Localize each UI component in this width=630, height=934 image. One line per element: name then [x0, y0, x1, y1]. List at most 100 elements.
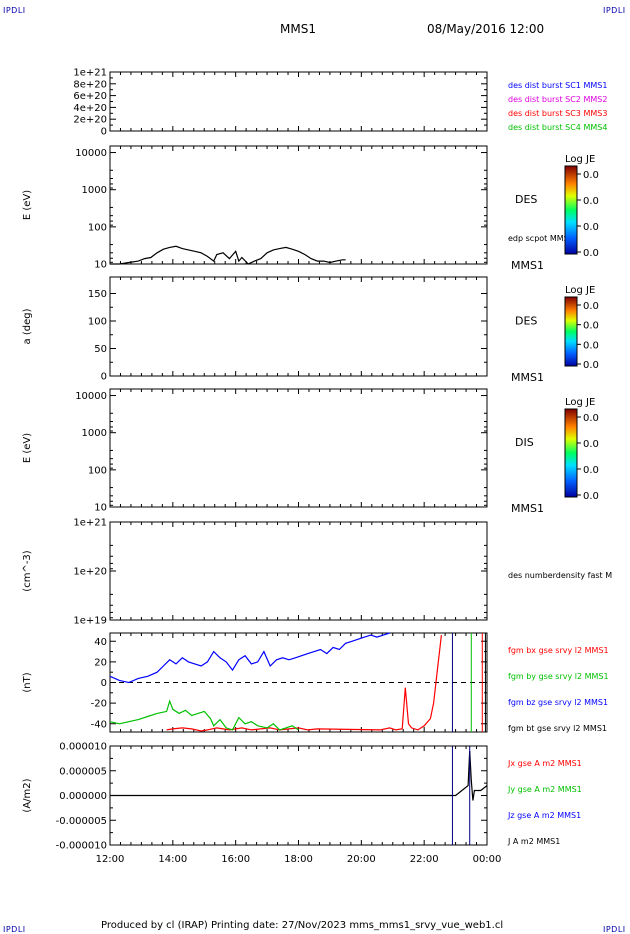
corner-label-top-left: IPDLI [3, 6, 26, 15]
panel-2-colorbar-label: 0.0 [583, 222, 599, 233]
panel-3-colorbar-label: 0.0 [583, 301, 599, 312]
panel-6-ytick-label: 20 [94, 657, 107, 668]
panel-6-ytick-label: -20 [91, 699, 107, 710]
panel-1-legend-3: des dist burst SC3 MMS3 [508, 109, 607, 118]
panel-3-colorbar-label: 0.0 [583, 340, 599, 351]
panel-5-frame [109, 521, 488, 621]
panel-1-ytick-label: 2e+20 [73, 115, 107, 126]
panel-4-ytick-label: 1000 [82, 428, 107, 439]
panel-3-frame [109, 276, 488, 377]
panel-6-series-1 [166, 635, 442, 732]
panel-6-ylabel: (nT) [22, 672, 33, 692]
panel-4-colorbar-label: 0.0 [583, 491, 599, 502]
panel-7-xtick-label: 12:00 [96, 854, 125, 865]
panel-3-ytick-label: 0 [101, 372, 107, 383]
panel-7-legend-4: J A m2 MMS1 [507, 837, 560, 846]
panel-6-ytick-label: -40 [91, 719, 107, 730]
panel-1-legend-4: des dist burst SC4 MMS4 [508, 123, 607, 132]
panel-6-series-3 [109, 632, 390, 684]
panel-1-ytick-label: 1e+21 [73, 68, 107, 79]
panel-4-frame [109, 388, 488, 508]
panel-3-ylabel: a (deg) [22, 308, 33, 344]
panel-3-colorbar-label: 0.0 [583, 321, 599, 332]
panel-3-ytick-label: 100 [88, 317, 107, 328]
panel-7-xtick-label: 14:00 [158, 854, 187, 865]
panel-2-ytick-label: 10000 [75, 148, 107, 159]
panel-2-instrument-label: DES [515, 193, 537, 206]
panel-7-ytick-label: -0.000010 [56, 841, 107, 852]
panel-7-legend-2: Jy gse A m2 MMS1 [507, 785, 582, 794]
panel-7-legend-1: Jx gse A m2 MMS1 [507, 759, 582, 768]
panel-7-ytick-label: 0.000005 [59, 766, 107, 777]
panel-7-ylabel: (A/m2) [22, 778, 33, 812]
panel-6-ytick-label: 40 [94, 637, 107, 648]
panel-2-ytick-label: 10 [94, 260, 107, 271]
panel-4-ytick-label: 10000 [75, 391, 107, 402]
panel-5-ytick-label: 1e+21 [73, 518, 107, 529]
panel-7-xtick-label: 18:00 [284, 854, 313, 865]
panel-1-frame [109, 71, 488, 132]
panel-2-spacecraft-label: MMS1 [511, 259, 544, 272]
panel-4-colorbar [564, 408, 578, 498]
panel-7-xtick-label: 22:00 [410, 854, 439, 865]
panel-2-colorbar-label: 0.0 [583, 196, 599, 207]
panel-5-ytick-label: 1e+20 [73, 567, 107, 578]
panel-6-legend-4: fgm bt gse srvy l2 MMS1 [508, 724, 607, 733]
panel-5-ytick-label: 1e+19 [73, 616, 107, 627]
panel-7-xtick-label: 20:00 [347, 854, 376, 865]
panel-7-xtick-label: 16:00 [221, 854, 250, 865]
panel-4-instrument-label: DIS [515, 436, 534, 449]
panel-1-legend-1: des dist burst SC1 MMS1 [508, 81, 607, 90]
panel-7-xtick-label: 00:00 [473, 854, 502, 865]
panel-7-ytick-label: 0.000010 [59, 742, 107, 753]
spacecraft-title: MMS1 [280, 22, 316, 36]
panel-4-colorbar-label: 0.0 [583, 439, 599, 450]
panel-6-series-2 [109, 699, 299, 731]
panel-7-legend-3: Jz gse A m2 MMS1 [507, 811, 581, 820]
panel-4-colorbar-title: Log JE [565, 397, 595, 408]
panel-4-ylabel: E (eV) [22, 433, 33, 463]
panel-3-colorbar-title: Log JE [565, 285, 595, 296]
corner-label-bottom-left: IPDLI [3, 925, 26, 934]
panel-2-ylabel: E (eV) [22, 190, 33, 220]
panel-1-ytick-label: 4e+20 [73, 103, 107, 114]
panel-4-ytick-label: 100 [88, 465, 107, 476]
panel-4-colorbar-label: 0.0 [583, 465, 599, 476]
panel-5-ylabel: (cm^-3) [22, 550, 33, 591]
panel-2-colorbar-label: 0.0 [583, 170, 599, 181]
panel-2-colorbar-label: 0.0 [583, 248, 599, 259]
panel-3-ytick-label: 50 [94, 344, 107, 355]
panel-2-colorbar [564, 165, 578, 255]
panel-7-series-4 [110, 750, 488, 801]
panel-3-colorbar [564, 296, 578, 367]
panel-1-ytick-label: 8e+20 [73, 79, 107, 90]
panel-2-series-1 [110, 245, 346, 265]
panel-6-legend-2: fgm by gse srvy l2 MMS1 [508, 672, 609, 681]
panel-4-ytick-label: 10 [94, 503, 107, 514]
panel-6-ytick-label: 0 [101, 678, 107, 689]
panel-4-colorbar-label: 0.0 [583, 413, 599, 424]
panel-3-ytick-label: 150 [88, 289, 107, 300]
panel-1-ytick-label: 0 [101, 127, 107, 138]
panel-7-ytick-label: 0.000000 [59, 791, 107, 802]
panel-4-spacecraft-label: MMS1 [511, 502, 544, 515]
panel-7-ytick-label: -0.000005 [56, 816, 107, 827]
panel-2-series-label: edp scpot MMS1 [508, 234, 574, 243]
panel-3-instrument-label: DES [515, 315, 537, 328]
panel-2-ytick-label: 1000 [82, 185, 107, 196]
panel-6-legend-3: fgm bz gse srvy l2 MMS1 [508, 698, 608, 707]
panel-1-legend-2: des dist burst SC2 MMS2 [508, 95, 607, 104]
footer-credits: Produced by cl (IRAP) Printing date: 27/… [101, 920, 504, 931]
corner-label-top-right: IPDLI [603, 6, 626, 15]
datetime-title: 08/May/2016 12:00 [427, 22, 545, 36]
panel-1-ytick-label: 6e+20 [73, 91, 107, 102]
panel-3-colorbar-label: 0.0 [583, 360, 599, 371]
corner-label-bottom-right: IPDLI [603, 925, 626, 934]
panel-5-series-label: des numberdensity fast M [508, 571, 612, 580]
panel-2-colorbar-title: Log JE [565, 154, 595, 165]
panel-2-ytick-label: 100 [88, 222, 107, 233]
panel-3-spacecraft-label: MMS1 [511, 371, 544, 384]
panel-6-legend-1: fgm bx gse srvy l2 MMS1 [508, 646, 609, 655]
panel-2-frame [109, 145, 488, 265]
